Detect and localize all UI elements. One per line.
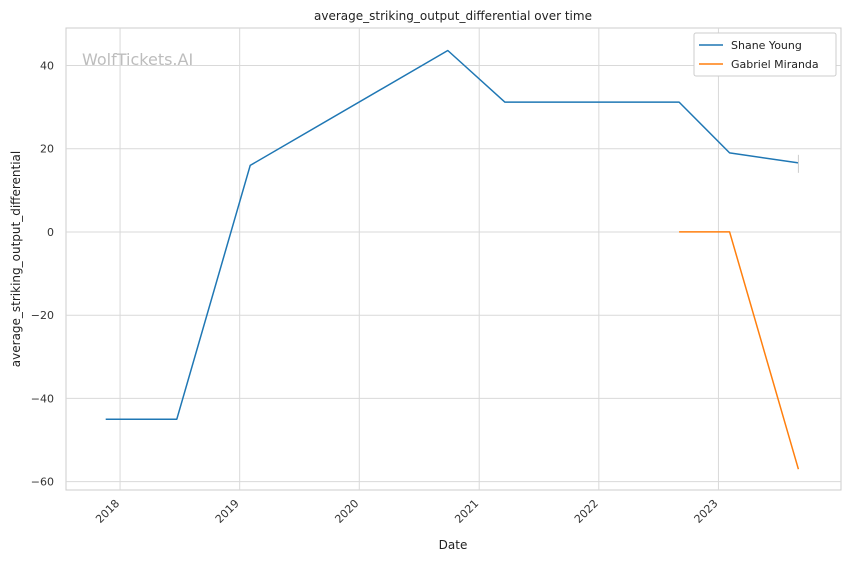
- x-tick-label: 2018: [93, 497, 122, 526]
- plot-area: [65, 27, 842, 491]
- y-tick-label: 40: [40, 59, 54, 72]
- y-tick-label: −60: [31, 476, 54, 489]
- y-axis-title: average_striking_output_differential: [9, 151, 23, 367]
- series-layer: [105, 49, 800, 470]
- y-tick-labels: 40 20 0 −20 −40 −60: [31, 59, 54, 488]
- series-line-gabriel-miranda: [679, 231, 800, 470]
- x-axis-title: Date: [439, 538, 468, 552]
- x-tick-label: 2023: [692, 497, 721, 526]
- y-tick-label: 20: [40, 143, 54, 156]
- chart-title: average_striking_output_differential ove…: [314, 9, 592, 23]
- y-tick-label: 0: [47, 226, 54, 239]
- x-tick-label: 2022: [572, 497, 601, 526]
- legend-box: [693, 32, 837, 77]
- legend: Shane Young Gabriel Miranda: [693, 32, 837, 77]
- x-tick-label: 2020: [332, 497, 361, 526]
- legend-label: Shane Young: [731, 39, 802, 52]
- y-tick-label: −20: [31, 309, 54, 322]
- x-tick-label: 2019: [213, 497, 242, 526]
- x-tick-label: 2021: [452, 497, 481, 526]
- legend-label: Gabriel Miranda: [731, 58, 819, 71]
- y-tick-label: −40: [31, 392, 54, 405]
- series-line-shane-young: [105, 49, 799, 420]
- grid-lines: [66, 28, 841, 490]
- watermark: WolfTickets.AI: [82, 50, 193, 69]
- x-tick-labels: 2018 2019 2020 2021 2022 2023: [93, 497, 720, 526]
